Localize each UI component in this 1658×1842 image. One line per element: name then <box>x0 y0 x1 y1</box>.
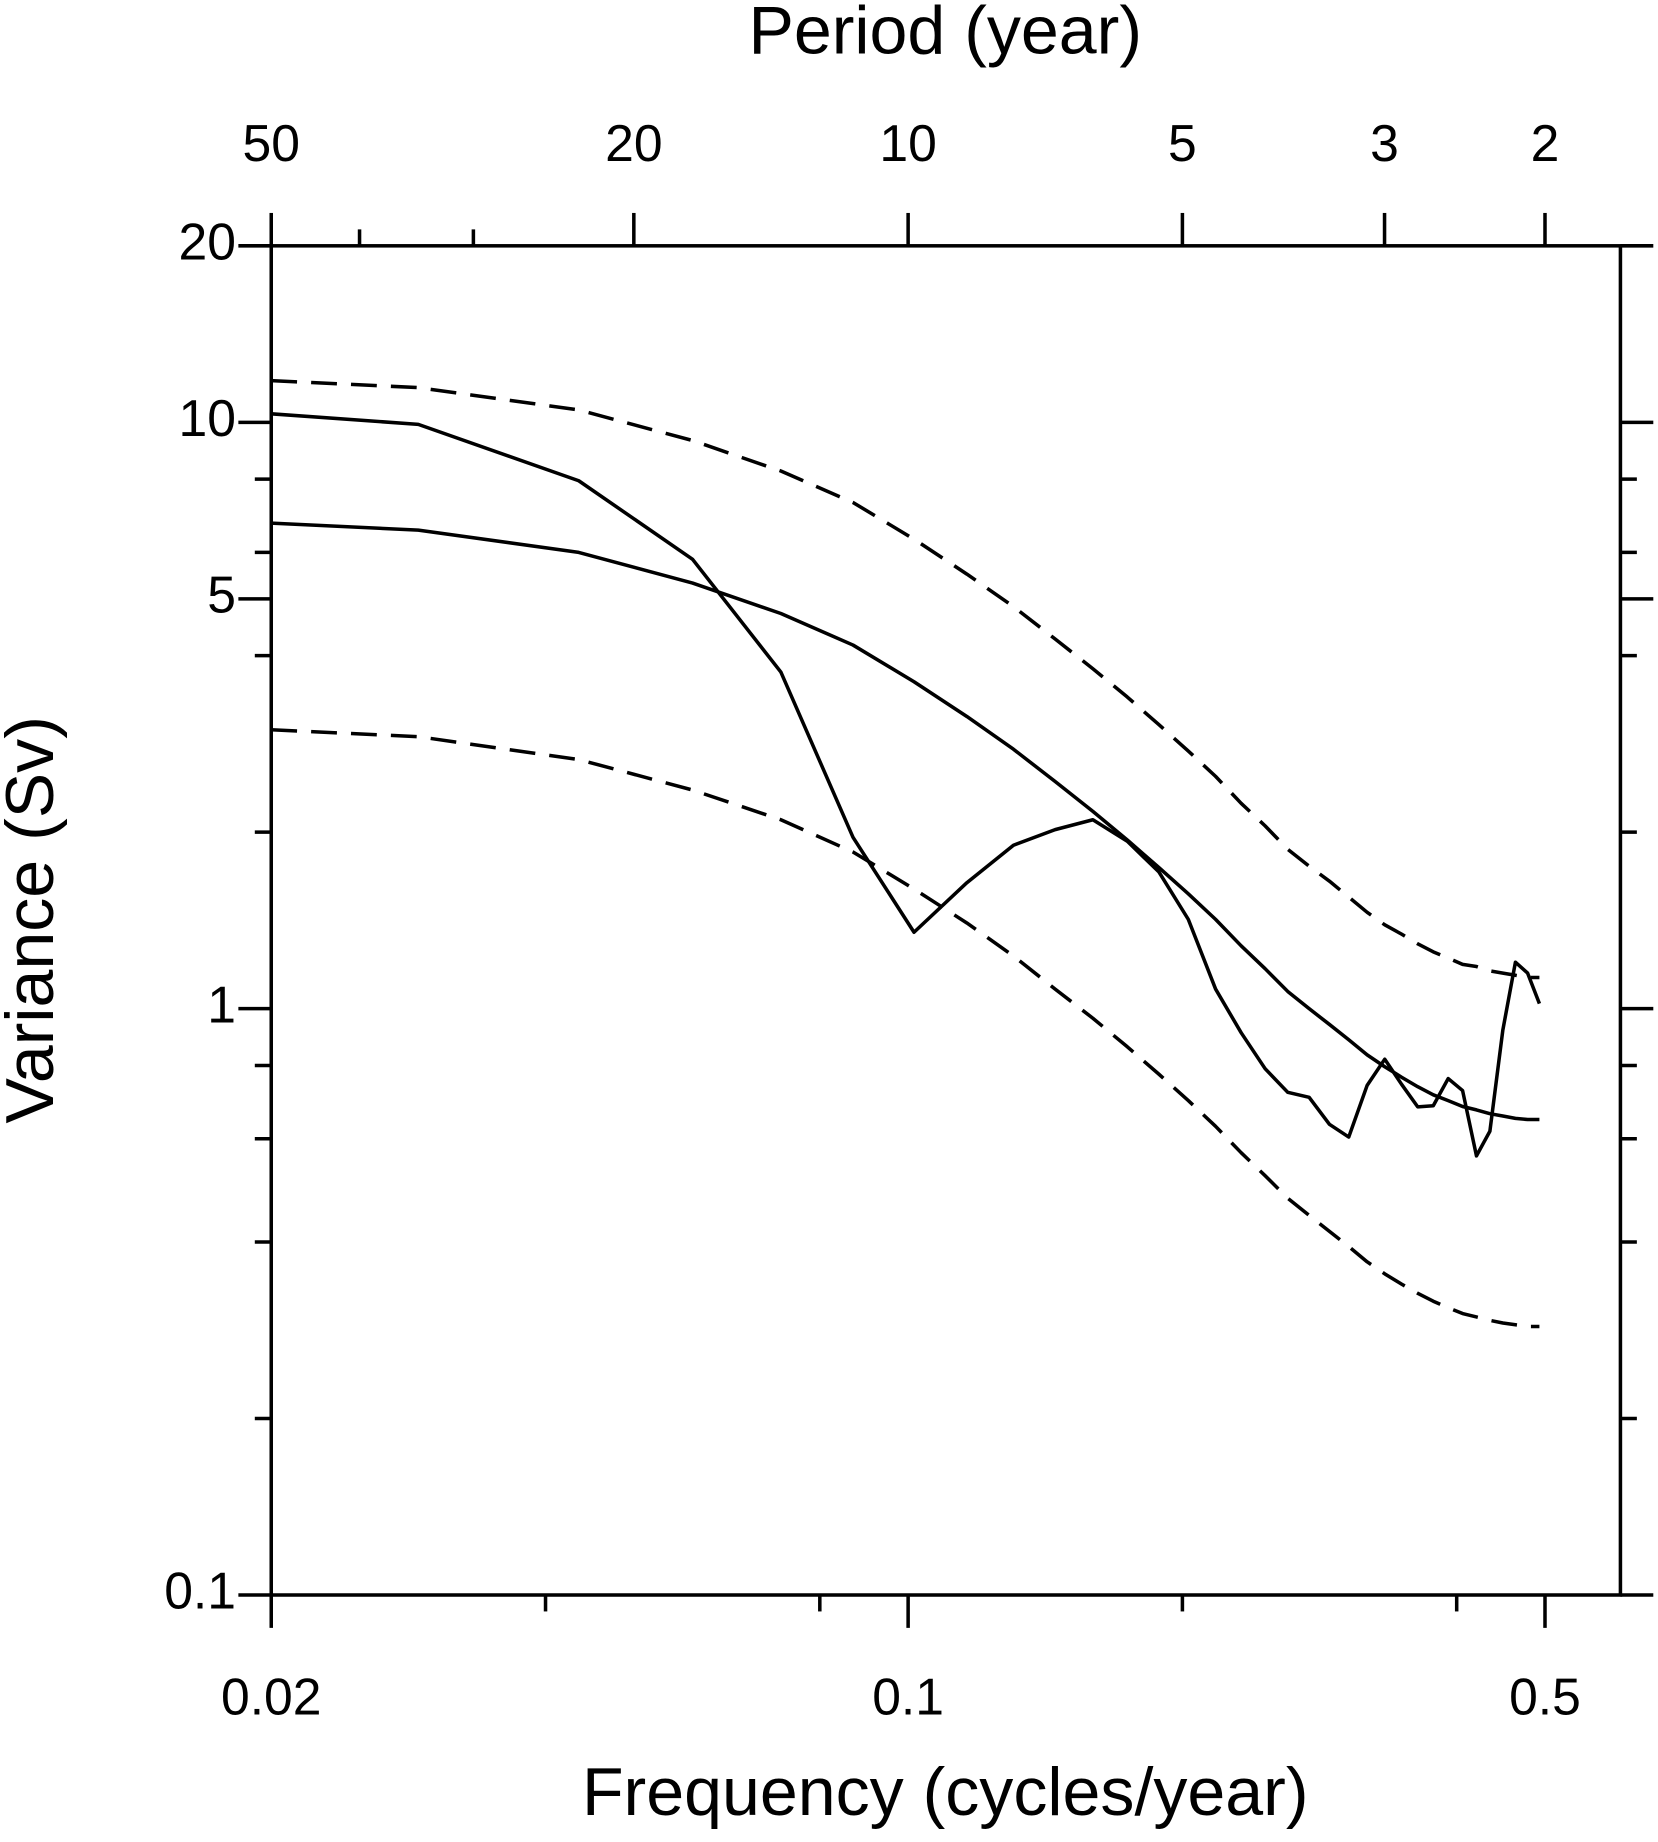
x2-tick-label: 3 <box>1370 114 1399 172</box>
series-line <box>271 378 1540 980</box>
series-line <box>271 412 1542 1158</box>
x2-tick-label: 50 <box>243 114 300 172</box>
x2-tick-label: 5 <box>1168 114 1197 172</box>
x-tick-label: 0.02 <box>221 1667 322 1725</box>
series-line <box>271 728 1540 1329</box>
plot-frame <box>269 244 1623 1597</box>
x2-tick-label: 10 <box>879 114 936 172</box>
x2-tick-label: 2 <box>1531 114 1560 172</box>
y-tick-label: 20 <box>179 212 236 270</box>
y-tick-label: 10 <box>179 389 236 447</box>
x-tick-label: 0.5 <box>1509 1667 1581 1725</box>
y-tick-label: 0.1 <box>164 1562 236 1620</box>
series-line <box>271 521 1540 1122</box>
x-axis-title: Frequency (cycles/year) <box>582 1754 1309 1830</box>
y-tick-label: 1 <box>207 975 236 1033</box>
y-tick-label: 5 <box>207 565 236 623</box>
y-axis-title: Variance (Sv) <box>0 716 68 1123</box>
x2-axis-title: Period (year) <box>748 0 1142 69</box>
x-tick-label: 0.1 <box>872 1667 944 1725</box>
x2-tick-label: 20 <box>605 114 662 172</box>
